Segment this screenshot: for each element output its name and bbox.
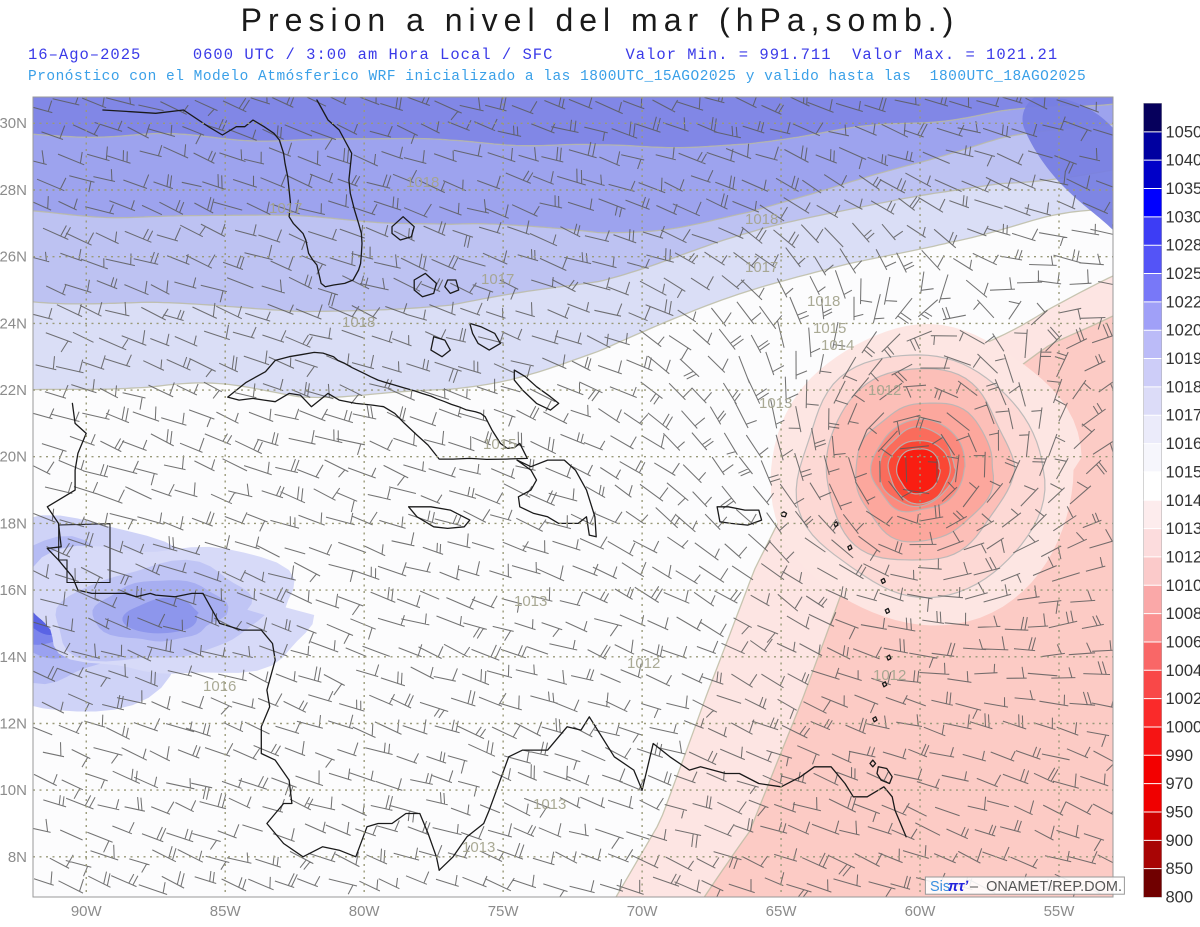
svg-text:1018: 1018 [406, 174, 439, 191]
svg-text:80W: 80W [349, 903, 381, 920]
svg-text:1015: 1015 [1166, 463, 1200, 481]
svg-text:85W: 85W [210, 903, 242, 920]
svg-text:1018: 1018 [745, 211, 778, 228]
svg-text:1017: 1017 [1166, 407, 1200, 425]
svg-text:1013: 1013 [514, 593, 547, 610]
svg-text:800: 800 [1166, 889, 1194, 907]
svg-text:22N: 22N [0, 382, 27, 399]
svg-text:1017: 1017 [745, 259, 778, 276]
svg-text:1012: 1012 [873, 667, 906, 684]
svg-text:10N: 10N [0, 782, 27, 799]
svg-text:1012: 1012 [627, 655, 660, 672]
svg-text:πτʼ: πτʼ [948, 879, 969, 895]
svg-text:1013: 1013 [759, 395, 792, 412]
svg-text:55W: 55W [1044, 903, 1076, 920]
svg-text:1035: 1035 [1166, 180, 1200, 198]
svg-text:14N: 14N [0, 649, 27, 666]
svg-text:90W: 90W [71, 903, 103, 920]
svg-text:1000: 1000 [1166, 718, 1200, 736]
svg-text:75W: 75W [488, 903, 520, 920]
svg-text:970: 970 [1166, 775, 1194, 793]
svg-text:1028: 1028 [1166, 237, 1200, 255]
svg-text:24N: 24N [0, 315, 27, 332]
svg-text:1018: 1018 [342, 314, 375, 331]
svg-text:16N: 16N [0, 582, 27, 599]
svg-text:1050: 1050 [1166, 123, 1200, 141]
svg-text:1019: 1019 [1166, 350, 1200, 368]
svg-text:1018: 1018 [1166, 378, 1200, 396]
svg-text:30N: 30N [0, 115, 27, 132]
svg-text:65W: 65W [766, 903, 798, 920]
svg-text:1017: 1017 [269, 200, 302, 217]
svg-text:1013: 1013 [1166, 520, 1200, 538]
svg-text:1002: 1002 [1166, 690, 1200, 708]
svg-text:1012: 1012 [868, 382, 901, 399]
svg-text:1018: 1018 [807, 293, 840, 310]
svg-text:1020: 1020 [1166, 322, 1200, 340]
svg-text:990: 990 [1166, 747, 1194, 765]
svg-text:850: 850 [1166, 860, 1194, 878]
svg-text:– ONAMET/REP.DOM.: – ONAMET/REP.DOM. [970, 879, 1122, 895]
svg-text:1006: 1006 [1166, 633, 1200, 651]
svg-text:1014: 1014 [1166, 492, 1200, 510]
svg-text:60W: 60W [905, 903, 937, 920]
svg-text:28N: 28N [0, 182, 27, 199]
svg-text:900: 900 [1166, 832, 1194, 850]
svg-text:1004: 1004 [1166, 662, 1200, 680]
svg-text:1014: 1014 [821, 337, 854, 354]
svg-text:1015: 1015 [813, 320, 846, 337]
svg-text:1008: 1008 [1166, 605, 1200, 623]
svg-text:26N: 26N [0, 249, 27, 266]
svg-text:1013: 1013 [533, 796, 566, 813]
svg-text:1017: 1017 [481, 271, 514, 288]
svg-text:12N: 12N [0, 716, 27, 733]
svg-text:1012: 1012 [1166, 548, 1200, 566]
svg-text:8N: 8N [8, 849, 27, 866]
svg-text:1016: 1016 [203, 678, 236, 695]
svg-text:1015: 1015 [483, 436, 516, 453]
svg-text:1025: 1025 [1166, 265, 1200, 283]
svg-text:70W: 70W [627, 903, 659, 920]
svg-text:1013: 1013 [462, 839, 495, 856]
svg-text:1010: 1010 [1166, 577, 1200, 595]
svg-text:1040: 1040 [1166, 152, 1200, 170]
svg-text:1016: 1016 [1166, 435, 1200, 453]
svg-text:950: 950 [1166, 803, 1194, 821]
svg-text:1030: 1030 [1166, 208, 1200, 226]
svg-text:18N: 18N [0, 515, 27, 532]
svg-text:1022: 1022 [1166, 293, 1200, 311]
svg-text:20N: 20N [0, 449, 27, 466]
